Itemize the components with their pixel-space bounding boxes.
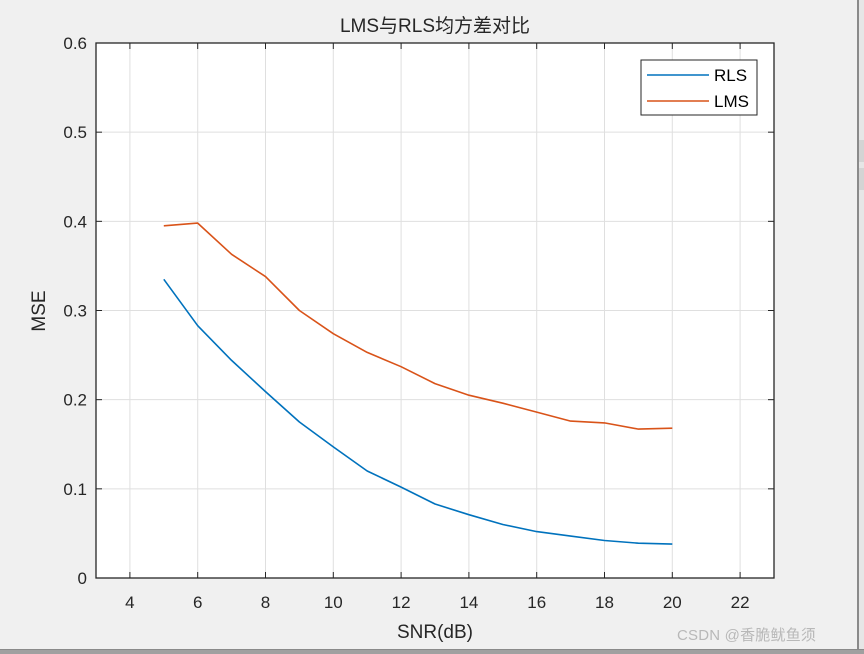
- x-tick-label: 4: [125, 593, 134, 612]
- x-tick-label: 20: [663, 593, 682, 612]
- x-tick-label: 10: [324, 593, 343, 612]
- x-axis-label: SNR(dB): [397, 622, 473, 643]
- series-line-rls: [163, 278, 673, 545]
- x-tick-label: 22: [731, 593, 750, 612]
- legend-box: [640, 59, 758, 116]
- adjacent-panel-edge: [857, 0, 864, 649]
- y-tick-label: 0: [78, 569, 87, 588]
- adjacent-panel-item: [859, 140, 864, 162]
- window-bottom-edge: [0, 649, 864, 654]
- y-tick-label: 0.5: [63, 123, 87, 142]
- watermark: CSDN @香脆鱿鱼须: [677, 627, 817, 644]
- legend[interactable]: RLS LMS: [640, 59, 758, 116]
- x-tick-label: 18: [595, 593, 614, 612]
- y-tick-label: 0.3: [63, 302, 87, 321]
- x-tick-labels: 4 6 8 10 12 14 16 18 20 22: [125, 593, 749, 612]
- y-tick-label: 0.1: [63, 480, 87, 499]
- y-tick-label: 0.6: [63, 34, 87, 53]
- tick-marks: [96, 42, 774, 579]
- x-tick-label: 14: [459, 593, 478, 612]
- legend-label-lms: LMS: [714, 92, 749, 111]
- data-series: [163, 222, 673, 545]
- chart-title: LMS与RLS均方差对比: [340, 15, 530, 37]
- x-tick-label: 16: [527, 593, 546, 612]
- series-line-lms: [163, 222, 673, 430]
- x-tick-label: 6: [193, 593, 202, 612]
- x-tick-label: 8: [261, 593, 270, 612]
- y-tick-label: 0.2: [63, 391, 87, 410]
- y-tick-label: 0.4: [63, 212, 87, 231]
- y-tick-labels: 0 0.1 0.2 0.3 0.4 0.5 0.6: [63, 34, 87, 588]
- y-axis-label: MSE: [29, 290, 50, 331]
- legend-label-rls: RLS: [714, 66, 747, 85]
- x-tick-label: 12: [392, 593, 411, 612]
- adjacent-panel-item: [859, 168, 864, 190]
